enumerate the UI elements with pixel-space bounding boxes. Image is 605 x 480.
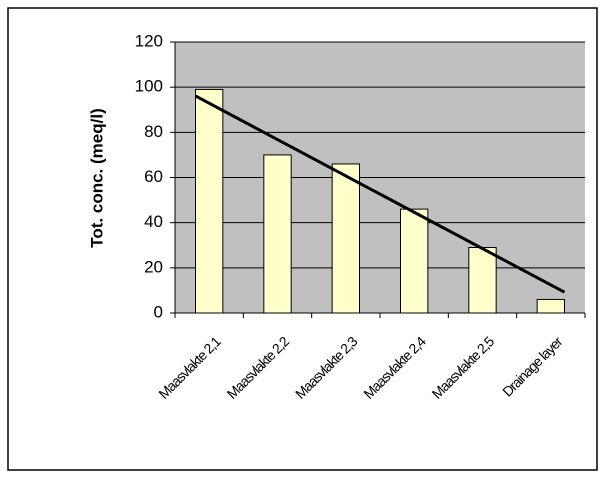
bar bbox=[263, 154, 292, 314]
y-tick-label: 60 bbox=[144, 167, 163, 186]
bar bbox=[468, 247, 497, 314]
y-tick-label: 80 bbox=[144, 122, 163, 141]
y-axis-label: Tot. conc. (meq/l) bbox=[87, 108, 106, 247]
y-tick-label: 120 bbox=[135, 31, 163, 50]
bar bbox=[400, 208, 429, 314]
y-tick-label: 100 bbox=[135, 77, 163, 96]
y-tick-label: 40 bbox=[144, 212, 163, 231]
bar bbox=[536, 298, 566, 314]
bar bbox=[195, 88, 224, 314]
y-tick-label: 20 bbox=[144, 257, 163, 276]
bar bbox=[331, 163, 360, 314]
trendline bbox=[194, 94, 566, 294]
y-tick-label: 0 bbox=[154, 302, 163, 321]
